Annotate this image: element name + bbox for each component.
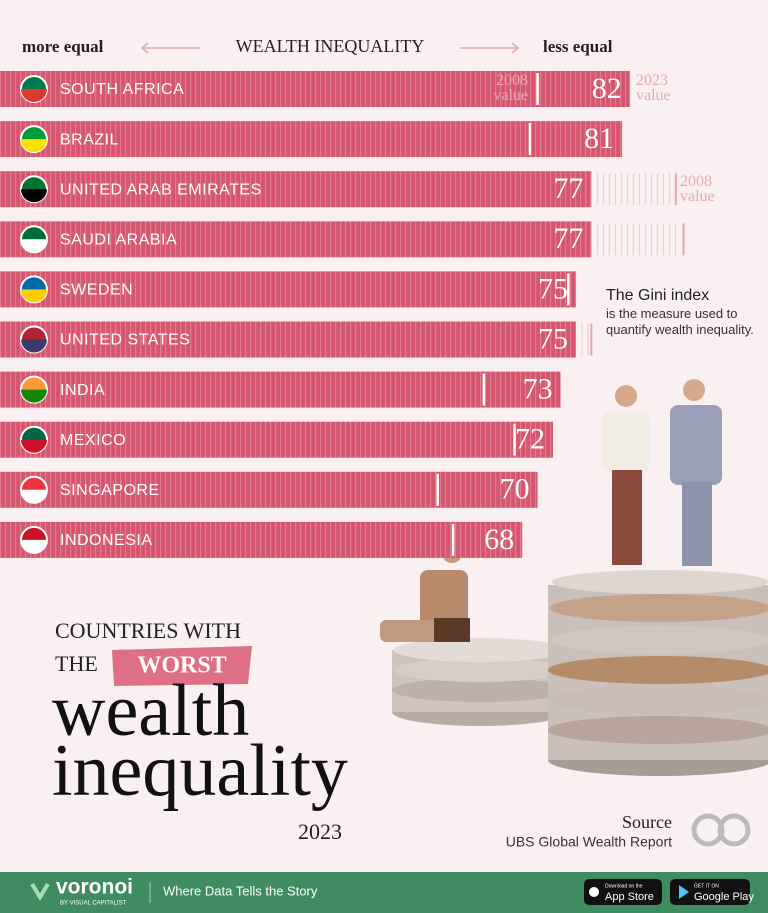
annotation: 2008 value: [680, 173, 715, 205]
icon: [679, 885, 689, 899]
headline: wealth: [52, 670, 249, 752]
brand: voronoi: [56, 876, 133, 899]
button-label: Google Play: [694, 891, 754, 903]
flag: [21, 289, 47, 303]
value-label: 82: [592, 72, 622, 105]
bar: [0, 521, 523, 558]
button-label: App Store: [605, 891, 654, 903]
flag: [21, 189, 47, 203]
icon: [589, 887, 599, 897]
headline: THE: [55, 651, 98, 676]
annotation: 2023 value: [636, 72, 671, 104]
flag: [21, 239, 47, 253]
note-text: is the measure used to quantify wealth i…: [606, 306, 754, 337]
tagline: Where Data Tells the Story: [163, 883, 318, 898]
value-label: 72: [515, 423, 545, 456]
arrow-head: [511, 42, 520, 54]
coin-stack: [392, 570, 768, 776]
value-label: 73: [523, 372, 553, 405]
value-label: 77: [553, 172, 583, 205]
category-label: INDIA: [60, 382, 105, 399]
arrow-head: [140, 42, 149, 54]
value-label: 77: [553, 222, 583, 255]
bar: [0, 121, 623, 158]
annotation: 2008 value: [493, 72, 528, 104]
button-small: GET IT ON: [694, 883, 719, 889]
category-label: UNITED STATES: [60, 332, 190, 349]
app-store-button[interactable]: [584, 879, 662, 905]
category-label: UNITED ARAB EMIRATES: [60, 181, 262, 198]
source-text: UBS Global Wealth Report: [506, 834, 672, 850]
bar: [0, 321, 576, 358]
bar: [0, 221, 592, 258]
figures: [380, 379, 722, 642]
category-label: MEXICO: [60, 432, 126, 449]
note-title: The Gini index: [606, 287, 709, 304]
flag: [21, 339, 47, 353]
logo: [691, 813, 751, 847]
value-label: 75: [538, 322, 568, 355]
category-label: INDONESIA: [60, 532, 153, 549]
bar: [0, 71, 630, 107]
bar: [0, 271, 576, 308]
axis-label-left: more equal: [22, 37, 104, 56]
flag: [21, 89, 47, 102]
headline-highlight: WORST: [137, 653, 226, 679]
category-label: BRAZIL: [60, 131, 119, 148]
source-label: Source: [622, 812, 672, 832]
category-label: SWEDEN: [60, 282, 133, 299]
flag: [21, 539, 47, 553]
year: 2023: [298, 819, 342, 844]
highlight: [112, 646, 252, 686]
value-label: 81: [584, 122, 614, 155]
category-label: SINGAPORE: [60, 482, 160, 499]
category-label: SOUTH AFRICA: [60, 81, 184, 98]
bar: [0, 421, 553, 458]
flag: [21, 439, 47, 453]
value-label: 70: [500, 473, 530, 506]
flag: [21, 139, 47, 153]
value-label: 75: [538, 272, 568, 305]
flag: [21, 489, 47, 503]
headline: inequality: [52, 730, 348, 812]
bar: [0, 371, 561, 408]
value-label: 68: [484, 523, 514, 556]
bar: [0, 471, 538, 508]
brand-icon: [30, 882, 50, 901]
chart-title: WEALTH INEQUALITY: [236, 36, 425, 56]
headline: COUNTRIES WITH: [55, 618, 241, 643]
flag: [21, 389, 47, 403]
category-label: SAUDI ARABIA: [60, 232, 177, 249]
google-play-button[interactable]: [670, 879, 750, 905]
bar: [0, 171, 592, 208]
button-small: Download on the: [605, 883, 643, 889]
axis-label-right: less equal: [543, 37, 613, 56]
byline: BY VISUAL CAPITALIST: [60, 901, 127, 907]
